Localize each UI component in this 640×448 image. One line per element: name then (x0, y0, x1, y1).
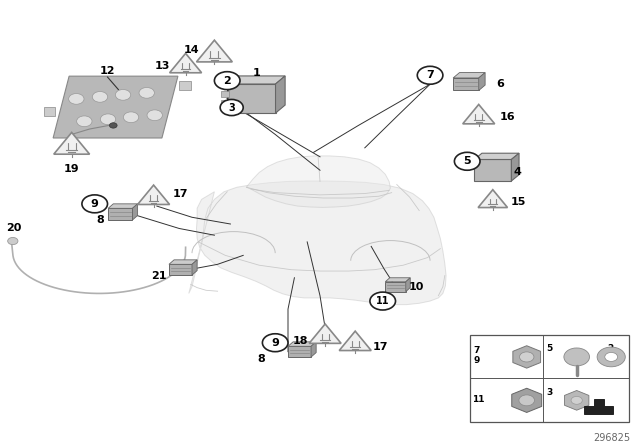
Polygon shape (584, 399, 613, 414)
Polygon shape (309, 324, 341, 343)
FancyBboxPatch shape (179, 81, 191, 90)
Text: 6: 6 (496, 79, 504, 89)
FancyBboxPatch shape (288, 346, 311, 357)
Text: 21: 21 (151, 271, 166, 280)
Circle shape (8, 237, 18, 245)
Text: 9: 9 (91, 199, 99, 209)
Polygon shape (513, 346, 541, 368)
Polygon shape (478, 190, 508, 207)
Polygon shape (339, 331, 371, 350)
Circle shape (139, 87, 154, 98)
Text: 11: 11 (376, 296, 390, 306)
Text: 4: 4 (513, 168, 521, 177)
Circle shape (77, 116, 92, 127)
Circle shape (417, 66, 443, 84)
Circle shape (115, 90, 131, 100)
Text: 17: 17 (173, 189, 188, 198)
Text: 5: 5 (463, 156, 471, 166)
Text: 13: 13 (154, 61, 170, 71)
Circle shape (124, 112, 139, 123)
Polygon shape (189, 181, 446, 305)
Polygon shape (108, 204, 138, 208)
Text: 20: 20 (6, 223, 22, 233)
FancyBboxPatch shape (108, 208, 132, 220)
Text: 3: 3 (546, 388, 552, 397)
FancyBboxPatch shape (228, 84, 276, 113)
Text: 296825: 296825 (593, 433, 630, 443)
Text: 16: 16 (499, 112, 515, 122)
Polygon shape (275, 76, 285, 113)
Text: 2: 2 (223, 76, 231, 86)
Polygon shape (512, 388, 541, 413)
Circle shape (82, 195, 108, 213)
Text: 14: 14 (184, 45, 200, 55)
Circle shape (564, 348, 589, 366)
Text: 10: 10 (408, 282, 424, 292)
Circle shape (92, 91, 108, 102)
Circle shape (520, 352, 534, 362)
Polygon shape (138, 185, 170, 204)
Circle shape (220, 99, 243, 116)
Polygon shape (311, 342, 316, 357)
Circle shape (370, 292, 396, 310)
Text: 5: 5 (546, 344, 552, 353)
Polygon shape (192, 260, 197, 275)
FancyBboxPatch shape (44, 107, 55, 116)
Circle shape (68, 94, 84, 104)
Circle shape (597, 347, 625, 367)
Polygon shape (246, 156, 390, 207)
Text: 18: 18 (293, 336, 308, 346)
Circle shape (454, 152, 480, 170)
Circle shape (109, 123, 117, 128)
Polygon shape (385, 278, 410, 282)
Text: 1: 1 (253, 69, 260, 78)
Polygon shape (54, 133, 90, 154)
Polygon shape (453, 73, 485, 78)
Text: 3: 3 (228, 103, 235, 112)
Text: 2: 2 (607, 344, 613, 353)
Polygon shape (170, 53, 202, 73)
Text: 15: 15 (511, 197, 526, 207)
Circle shape (519, 395, 534, 406)
Polygon shape (511, 153, 519, 181)
Text: 12: 12 (100, 66, 115, 76)
Circle shape (100, 114, 116, 125)
Circle shape (605, 353, 618, 362)
Text: 8: 8 (258, 354, 266, 364)
Circle shape (147, 110, 163, 121)
Polygon shape (288, 342, 316, 346)
FancyBboxPatch shape (169, 264, 192, 275)
FancyBboxPatch shape (385, 282, 406, 292)
Polygon shape (196, 40, 232, 62)
Polygon shape (479, 73, 485, 90)
FancyBboxPatch shape (474, 159, 511, 181)
Polygon shape (463, 104, 495, 124)
Text: 8: 8 (96, 215, 104, 224)
Polygon shape (474, 153, 519, 159)
Text: 7: 7 (426, 70, 434, 80)
Circle shape (571, 396, 582, 404)
Polygon shape (406, 278, 410, 292)
Bar (470, 335, 629, 422)
Text: 19: 19 (64, 164, 79, 173)
Text: 11: 11 (472, 395, 485, 404)
Polygon shape (53, 76, 178, 138)
Polygon shape (169, 260, 197, 264)
Polygon shape (564, 391, 589, 410)
Circle shape (214, 72, 240, 90)
FancyBboxPatch shape (221, 91, 229, 97)
Polygon shape (132, 204, 138, 220)
Text: 7
9: 7 9 (474, 346, 480, 365)
FancyBboxPatch shape (221, 100, 229, 106)
Circle shape (262, 334, 288, 352)
FancyBboxPatch shape (453, 78, 479, 90)
Text: 17: 17 (372, 342, 388, 352)
Polygon shape (228, 76, 285, 84)
Text: 9: 9 (271, 338, 279, 348)
